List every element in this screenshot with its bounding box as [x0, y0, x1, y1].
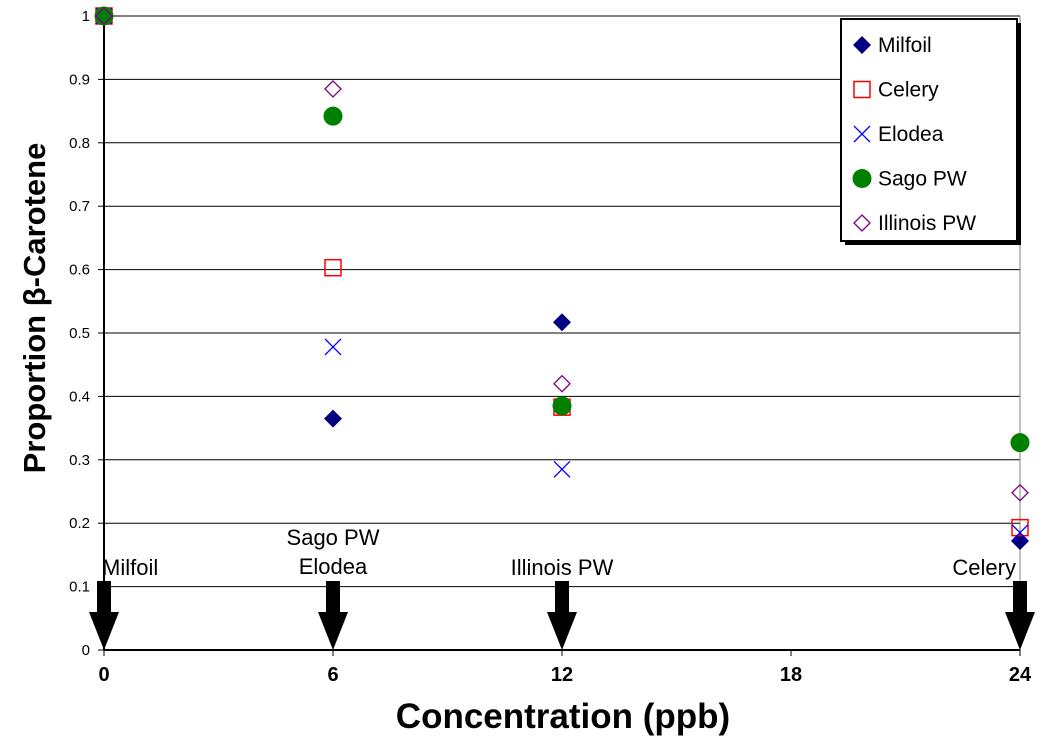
point-illinois-pw — [95, 7, 113, 25]
x-tick-labels: 0 6 12 18 24 — [98, 664, 1032, 686]
y-tick-labels: 0 0.1 0.2 0.3 0.4 0.5 0.6 0.7 0.8 0.9 1 — [69, 8, 90, 659]
annotation-arrow — [547, 581, 577, 650]
legend-marker-celery — [853, 80, 871, 99]
annotation-arrow — [1005, 581, 1035, 650]
point-sago-pw — [1010, 433, 1030, 453]
y-tick-label: 0.5 — [69, 325, 90, 342]
annotation-label: Elodea — [299, 554, 368, 579]
data-points — [94, 6, 1030, 550]
point-milfoil — [553, 313, 571, 332]
y-tick-label: 0.3 — [69, 452, 90, 469]
point-celery — [1011, 518, 1029, 537]
y-tick-label: 1 — [82, 8, 90, 25]
x-tick-label: 0 — [98, 664, 109, 686]
legend-marker-illinois-pw — [853, 214, 871, 232]
legend-marker-sago-pw — [852, 169, 872, 188]
legend-marker-elodea — [853, 125, 871, 143]
y-tick-label: 0 — [82, 642, 90, 659]
annotation-label: Milfoil — [102, 555, 158, 580]
legend-label-sago-pw: Sago PW — [878, 168, 967, 191]
legend-box — [840, 18, 1018, 242]
y-tick-label: 0.4 — [69, 388, 90, 405]
point-elodea — [324, 338, 342, 356]
y-tick-label: 0.7 — [69, 198, 90, 215]
legend-label-milfoil: Milfoil — [878, 34, 932, 57]
legend-label-illinois-pw: Illinois PW — [878, 212, 976, 235]
x-axis-title: Concentration (ppb) — [396, 697, 730, 736]
legend-marker-milfoil — [853, 36, 871, 54]
annotation-label: Illinois PW — [511, 555, 614, 580]
x-tick-label: 6 — [327, 664, 338, 686]
point-illinois-pw — [324, 79, 342, 98]
legend-label-celery: Celery — [878, 79, 939, 102]
point-sago-pw — [323, 106, 343, 126]
point-elodea — [553, 460, 571, 478]
y-axis-title: Proportion β-Carotene — [17, 143, 52, 474]
x-tick-label: 18 — [780, 664, 802, 686]
y-tick-label: 0.9 — [69, 71, 90, 88]
x-tick-label: 24 — [1009, 664, 1032, 686]
y-tick-label: 0.2 — [69, 515, 90, 532]
y-tick-label: 0.1 — [69, 579, 90, 596]
annotation-arrow — [318, 581, 348, 650]
point-sago-pw — [94, 6, 114, 26]
point-sago-pw — [552, 396, 572, 416]
y-tick-label: 0.6 — [69, 262, 90, 279]
point-milfoil — [1011, 531, 1029, 550]
annotation-arrows: Milfoil Sago PW Elodea Illinois PW Celery — [89, 525, 1035, 650]
y-tick-label: 0.8 — [69, 135, 90, 152]
point-milfoil — [324, 409, 342, 428]
annotation-label: Sago PW — [287, 525, 380, 550]
point-illinois-pw — [553, 374, 571, 393]
point-elodea — [1011, 524, 1029, 542]
annotation-arrow — [89, 581, 119, 650]
point-celery — [324, 258, 342, 277]
annotation-label: Celery — [952, 555, 1016, 580]
point-illinois-pw — [1011, 483, 1029, 502]
x-tick-label: 12 — [551, 664, 573, 686]
legend-label-elodea: Elodea — [878, 123, 944, 146]
legend: Milfoil Celery Elodea Sago PW Illinois PW — [840, 18, 1021, 245]
